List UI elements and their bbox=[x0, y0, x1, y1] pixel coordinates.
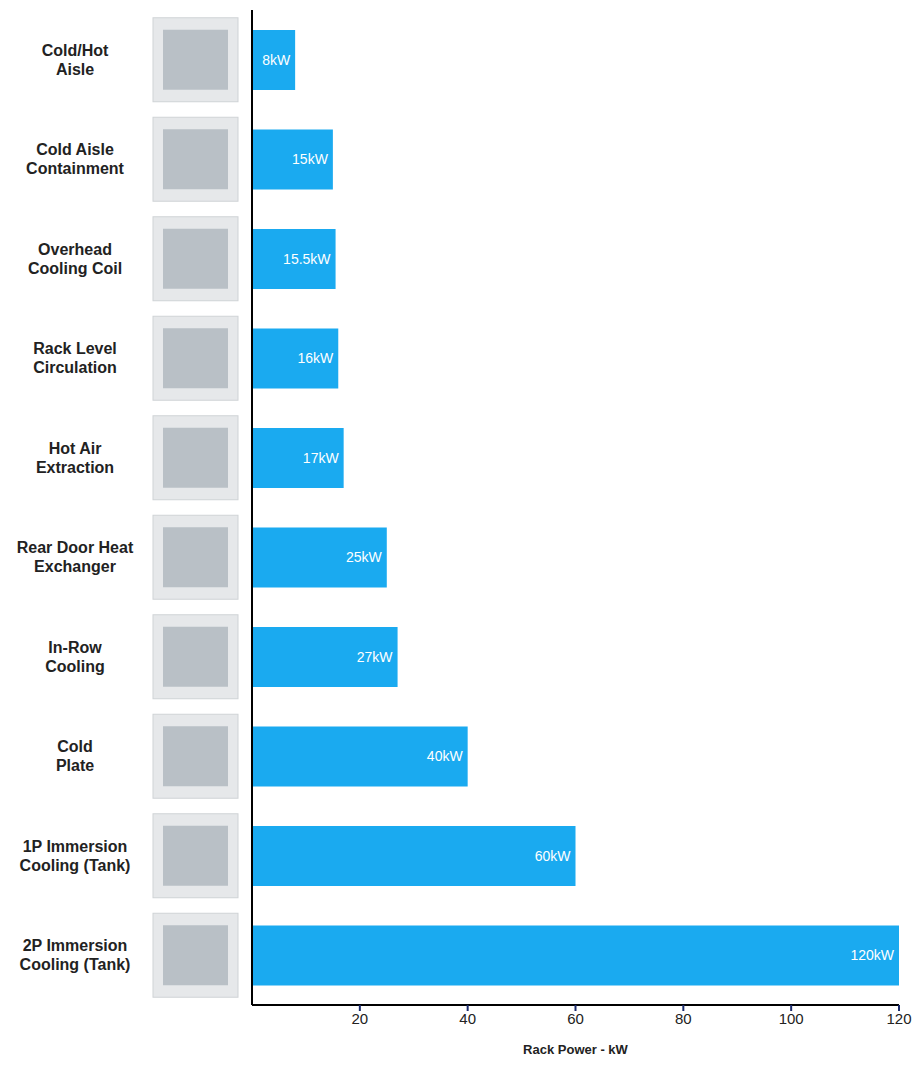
svg-text:2P ImmersionCooling (Tank): 2P ImmersionCooling (Tank) bbox=[20, 937, 131, 973]
svg-text:20: 20 bbox=[351, 1010, 368, 1027]
svg-text:15.5kW: 15.5kW bbox=[283, 251, 331, 267]
svg-text:Rack LevelCirculation: Rack LevelCirculation bbox=[33, 340, 117, 376]
svg-text:60kW: 60kW bbox=[535, 848, 572, 864]
svg-text:40: 40 bbox=[459, 1010, 476, 1027]
svg-text:Rack Power - kW: Rack Power - kW bbox=[523, 1042, 628, 1057]
svg-text:ColdPlate: ColdPlate bbox=[56, 738, 94, 774]
svg-text:OverheadCooling Coil: OverheadCooling Coil bbox=[28, 241, 122, 277]
svg-text:80: 80 bbox=[675, 1010, 692, 1027]
svg-text:27kW: 27kW bbox=[357, 649, 394, 665]
svg-text:8kW: 8kW bbox=[262, 52, 291, 68]
svg-text:Cold/HotAisle: Cold/HotAisle bbox=[42, 42, 109, 78]
svg-text:17kW: 17kW bbox=[303, 450, 340, 466]
svg-text:15kW: 15kW bbox=[292, 151, 329, 167]
svg-text:120kW: 120kW bbox=[850, 947, 894, 963]
svg-text:In-RowCooling: In-RowCooling bbox=[45, 639, 105, 675]
svg-text:60: 60 bbox=[567, 1010, 584, 1027]
svg-text:25kW: 25kW bbox=[346, 549, 383, 565]
svg-text:Hot AirExtraction: Hot AirExtraction bbox=[36, 440, 114, 476]
svg-text:Rear Door HeatExchanger: Rear Door HeatExchanger bbox=[17, 539, 134, 575]
svg-text:16kW: 16kW bbox=[297, 350, 334, 366]
svg-text:100: 100 bbox=[779, 1010, 804, 1027]
svg-text:Cold AisleContainment: Cold AisleContainment bbox=[26, 141, 124, 177]
svg-text:40kW: 40kW bbox=[427, 748, 464, 764]
svg-text:120: 120 bbox=[886, 1010, 911, 1027]
svg-text:1P ImmersionCooling (Tank): 1P ImmersionCooling (Tank) bbox=[20, 838, 131, 874]
